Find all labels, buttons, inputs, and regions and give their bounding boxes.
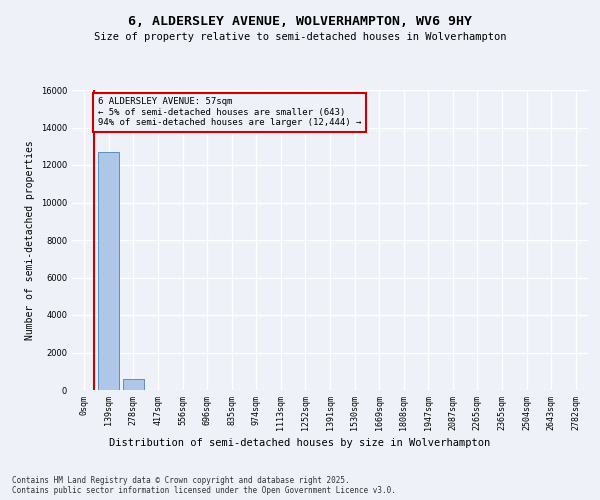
Text: Distribution of semi-detached houses by size in Wolverhampton: Distribution of semi-detached houses by … bbox=[109, 438, 491, 448]
Text: 6, ALDERSLEY AVENUE, WOLVERHAMPTON, WV6 9HY: 6, ALDERSLEY AVENUE, WOLVERHAMPTON, WV6 … bbox=[128, 15, 472, 28]
Y-axis label: Number of semi-detached properties: Number of semi-detached properties bbox=[25, 140, 35, 340]
Bar bbox=[123, 379, 144, 390]
Text: 6 ALDERSLEY AVENUE: 57sqm
← 5% of semi-detached houses are smaller (643)
94% of : 6 ALDERSLEY AVENUE: 57sqm ← 5% of semi-d… bbox=[98, 98, 361, 128]
Text: Contains HM Land Registry data © Crown copyright and database right 2025.
Contai: Contains HM Land Registry data © Crown c… bbox=[12, 476, 396, 495]
Text: Size of property relative to semi-detached houses in Wolverhampton: Size of property relative to semi-detach… bbox=[94, 32, 506, 42]
Bar bbox=[98, 152, 119, 390]
